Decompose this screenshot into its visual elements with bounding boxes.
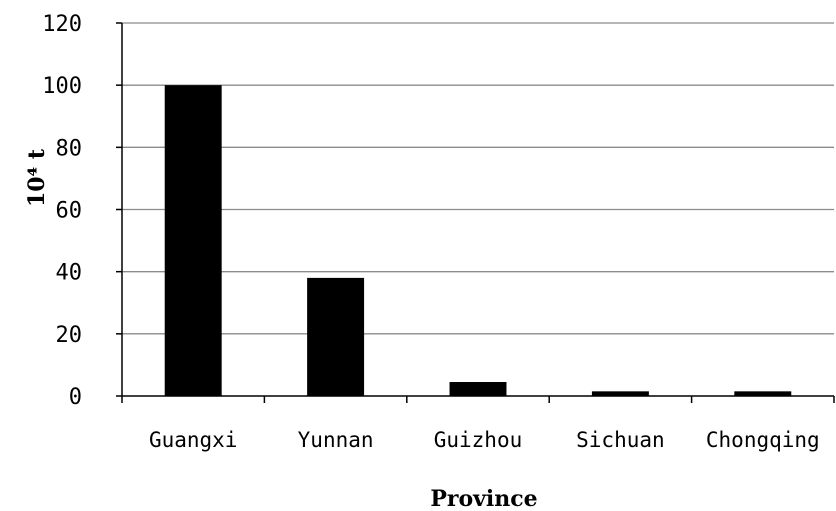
y-tick-label: 20 bbox=[56, 323, 83, 348]
x-tick-label: Guizhou bbox=[434, 428, 523, 452]
bar-chongqing bbox=[734, 391, 792, 396]
gridlines bbox=[122, 22, 834, 335]
y-tick-label: 40 bbox=[56, 261, 83, 286]
bar-yunnan bbox=[307, 277, 365, 396]
y-tick-label: 0 bbox=[69, 385, 82, 410]
x-tick-label: Sichuan bbox=[576, 428, 665, 452]
x-axis-title: Province bbox=[430, 486, 537, 511]
y-tick-label: 60 bbox=[56, 199, 83, 224]
bar-guangxi bbox=[164, 85, 222, 397]
x-tick-label: Yunnan bbox=[298, 428, 374, 452]
x-tick-label: Guangxi bbox=[149, 428, 238, 452]
x-tick-labels: Guangxi Yunnan Guizhou Sichuan Chongqing bbox=[121, 396, 835, 452]
y-tick-label: 100 bbox=[42, 74, 82, 99]
y-tick-label: 120 bbox=[42, 12, 82, 37]
bar-sichuan bbox=[591, 391, 649, 396]
y-axis-title: 10⁴ t bbox=[24, 148, 50, 207]
bar-guizhou bbox=[449, 382, 507, 396]
y-tick-labels: 0 20 40 60 80 100 120 bbox=[42, 12, 122, 410]
y-tick-label: 80 bbox=[56, 136, 83, 161]
x-tick-label: Chongqing bbox=[706, 428, 820, 452]
bars bbox=[164, 85, 792, 397]
